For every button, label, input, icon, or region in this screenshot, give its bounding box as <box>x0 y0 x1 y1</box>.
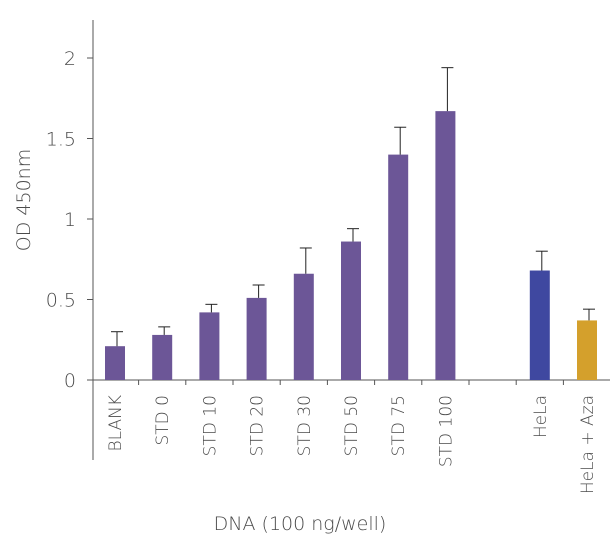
error-bars <box>111 67 595 347</box>
y-tick-label: 0.5 <box>46 290 76 312</box>
y-tick-label: 0 <box>64 370 76 392</box>
category-label: STD 20 <box>248 395 268 456</box>
bar-std-0 <box>152 334 173 380</box>
bar-std-10 <box>199 312 220 380</box>
bar-std-100 <box>435 111 456 380</box>
y-tick-label: 2 <box>64 48 76 70</box>
bar-std-75 <box>388 154 409 380</box>
y-axis: 0 0.5 1 1.5 2 <box>46 20 94 460</box>
x-axis-label: DNA (100 ng/well) <box>214 513 387 535</box>
y-tick-label: 1 <box>64 209 76 231</box>
category-label: STD 30 <box>295 395 315 456</box>
category-labels: BLANK STD 0 STD 10 STD 20 STD 30 STD 50 STD 75… <box>106 395 598 494</box>
bar-blank <box>105 346 125 380</box>
bar-hela <box>529 270 550 380</box>
bar-std-50 <box>341 241 361 380</box>
category-label: STD 50 <box>342 395 362 456</box>
category-label: STD 100 <box>436 395 456 467</box>
x-axis <box>93 379 610 385</box>
bar-std-30 <box>293 273 314 380</box>
category-label: HeLa + Aza <box>578 395 598 494</box>
category-label: STD 0 <box>153 395 173 446</box>
category-label: BLANK <box>106 395 126 452</box>
bar-std-20 <box>246 297 267 380</box>
y-tick-label: 1.5 <box>46 129 76 151</box>
category-label: STD 75 <box>389 395 409 456</box>
category-label: HeLa <box>531 395 551 438</box>
y-axis-label: OD 450nm <box>13 149 35 251</box>
bar-hela-aza <box>577 320 597 380</box>
bars <box>105 111 597 380</box>
category-label: STD 10 <box>200 395 220 456</box>
